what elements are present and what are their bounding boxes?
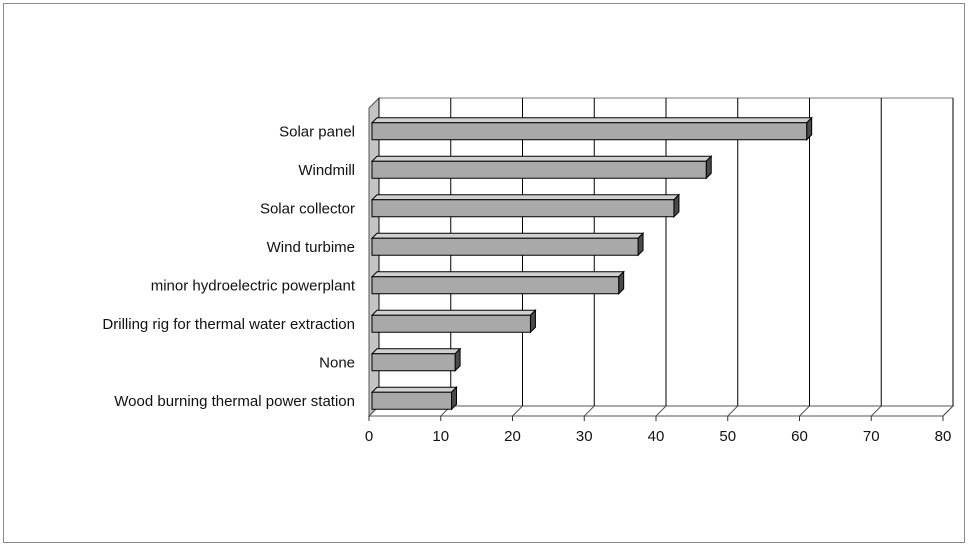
floor-gridline [870,405,882,417]
chart-frame: Solar panel Windmill Solar collector Wind t… [3,3,965,543]
x-tick-label: 70 [863,428,880,445]
bar-front-face [371,353,456,372]
bar-front-face [371,314,531,333]
x-tick-label: 0 [365,428,373,445]
bar-top-face [370,117,813,124]
gridlines [368,98,954,421]
category-label: None [319,354,355,371]
category-labels: Solar panel Windmill Solar collector Wind t… [102,123,355,410]
x-tick-label: 30 [576,428,593,445]
x-tick-label: 80 [935,428,952,445]
bar-top-face [370,271,625,278]
category-label: minor hydroelectric powerplant [151,277,356,294]
bar [370,309,537,334]
category-label: Wind turbime [267,239,355,256]
floor-gridline [942,405,954,417]
floor-gridline [727,405,739,417]
bar-top-face [370,194,681,201]
bar [370,386,458,411]
floor-gridline [512,405,523,417]
bar-front-face [371,276,620,295]
bar [370,232,645,257]
bar [370,270,625,295]
x-tick-label: 10 [432,428,449,445]
bar [370,193,681,218]
floor-gridline [583,405,595,417]
category-label: Drilling rig for thermal water extractio… [102,316,355,333]
bar-front-face [371,237,639,256]
bar-top-face [370,232,645,239]
x-tick-labels: 0 10 20 30 40 50 60 70 80 [365,428,952,445]
x-tick-label: 40 [648,428,665,445]
bar-top-face [370,155,713,162]
x-tick-label: 50 [719,428,736,445]
x-tick-label: 20 [504,428,521,445]
bar-front-face [371,199,675,218]
bar [370,116,813,141]
category-label: Solar collector [260,200,355,217]
bar-top-face [370,309,537,316]
category-label: Solar panel [279,123,355,140]
floor-gridline [655,405,667,417]
bar-front-face [371,391,453,410]
bar-chart: Solar panel Windmill Solar collector Wind t… [102,96,955,445]
bars [370,116,813,411]
x-tick-label: 60 [791,428,808,445]
bar-front-face [371,122,808,141]
bar-front-face [371,160,707,179]
bar [370,155,713,180]
category-label: Windmill [298,162,355,179]
bar-top-face [370,348,462,355]
bar-top-face [370,386,458,393]
category-label: Wood burning thermal power station [114,393,355,410]
bar [370,347,462,372]
floor-gridline [799,405,810,417]
